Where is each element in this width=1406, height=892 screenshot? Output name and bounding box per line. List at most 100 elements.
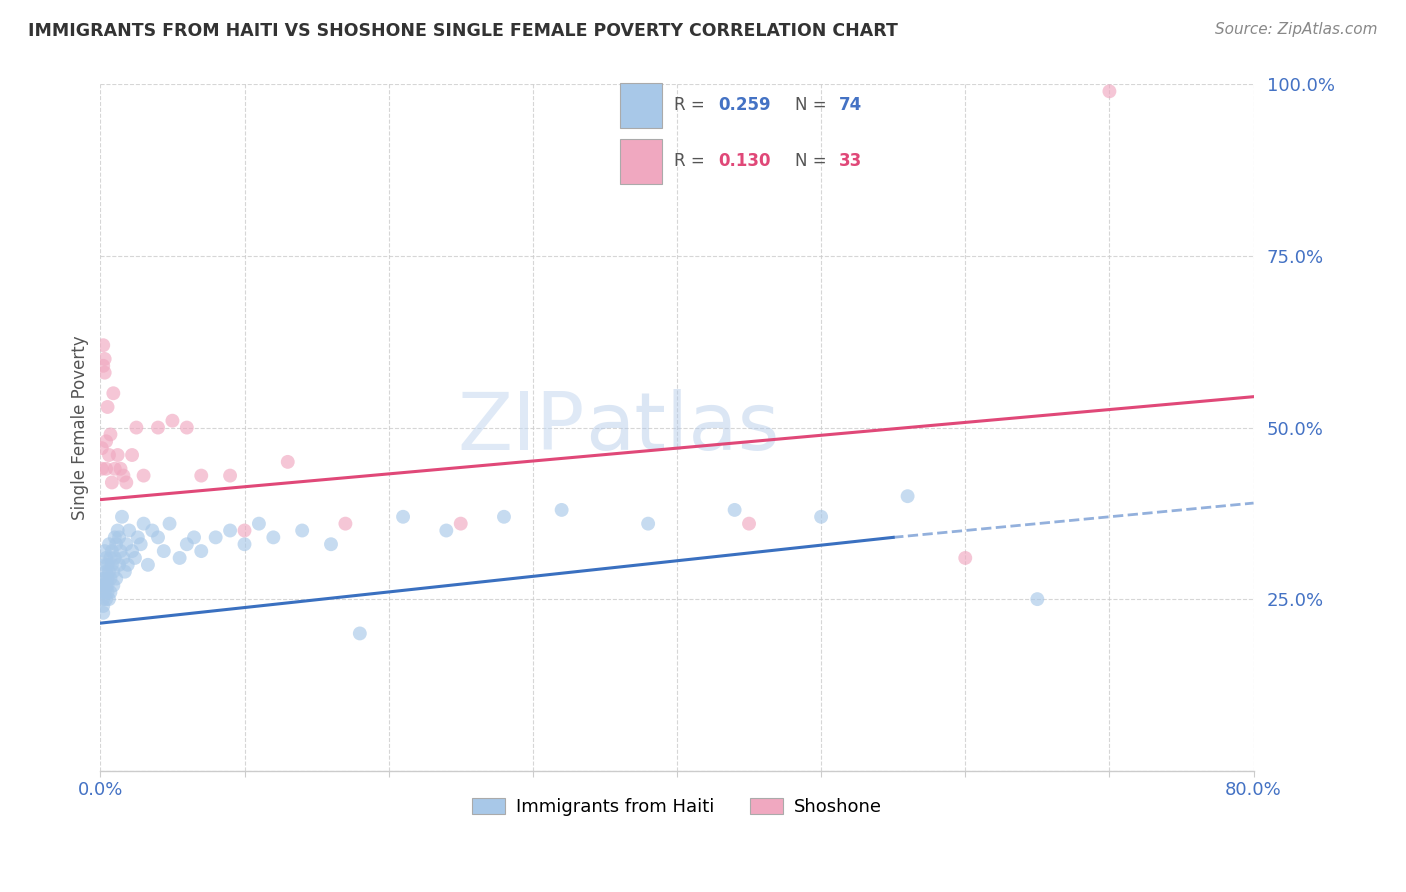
Point [1026, 592, 1049, 607]
Point [104, 530, 127, 544]
Point [103, 386, 125, 401]
Point [152, 544, 174, 558]
Point [162, 414, 184, 428]
Point [176, 420, 198, 434]
Point [93, 558, 115, 572]
Point [233, 537, 256, 551]
Point [91, 338, 114, 352]
Point [93, 585, 115, 599]
Point [90, 441, 112, 455]
Point [111, 509, 134, 524]
Point [91, 592, 114, 607]
Point [90, 572, 112, 586]
Text: 33: 33 [839, 153, 862, 170]
Text: IMMIGRANTS FROM HAITI VS SHOSHONE SINGLE FEMALE POVERTY CORRELATION CHART: IMMIGRANTS FROM HAITI VS SHOSHONE SINGLE… [28, 22, 898, 40]
Point [121, 448, 143, 462]
Point [110, 544, 132, 558]
Point [96, 558, 118, 572]
Point [450, 516, 472, 531]
Point [100, 427, 122, 442]
Point [291, 524, 314, 538]
Point [492, 509, 515, 524]
Point [93, 366, 115, 380]
Point [335, 516, 357, 531]
Point [219, 468, 242, 483]
Point [262, 530, 284, 544]
Point [204, 530, 226, 544]
Text: R =: R = [673, 96, 704, 114]
Point [100, 572, 122, 586]
Point [146, 420, 169, 434]
Point [118, 524, 141, 538]
Point [550, 503, 572, 517]
Point [146, 530, 169, 544]
Point [90, 461, 112, 475]
Point [112, 468, 135, 483]
Point [101, 558, 124, 572]
Point [96, 578, 118, 592]
Point [349, 626, 371, 640]
Text: Source: ZipAtlas.com: Source: ZipAtlas.com [1215, 22, 1378, 37]
Point [110, 461, 132, 475]
Point [319, 537, 342, 551]
Text: atlas: atlas [585, 389, 779, 467]
Point [108, 530, 131, 544]
Point [738, 516, 761, 531]
Point [91, 359, 114, 373]
Point [98, 448, 121, 462]
Point [91, 599, 114, 613]
Point [93, 351, 115, 366]
Point [176, 537, 198, 551]
Point [233, 524, 256, 538]
Point [94, 551, 117, 566]
Point [103, 565, 125, 579]
Point [190, 468, 212, 483]
Legend: Immigrants from Haiti, Shoshone: Immigrants from Haiti, Shoshone [465, 790, 889, 823]
Point [121, 544, 143, 558]
Point [183, 530, 205, 544]
Point [100, 585, 122, 599]
Point [897, 489, 920, 503]
Point [96, 572, 118, 586]
Point [112, 551, 135, 566]
Point [94, 434, 117, 449]
Point [132, 468, 155, 483]
Text: N =: N = [794, 153, 827, 170]
Point [247, 516, 270, 531]
Point [94, 565, 117, 579]
Point [219, 524, 242, 538]
Point [810, 509, 832, 524]
Point [169, 551, 191, 566]
Point [107, 448, 129, 462]
Point [277, 455, 299, 469]
Text: R =: R = [673, 153, 704, 170]
Point [90, 578, 112, 592]
Point [94, 578, 117, 592]
Point [98, 537, 121, 551]
Point [91, 606, 114, 620]
Point [114, 565, 136, 579]
Point [107, 524, 129, 538]
Point [955, 551, 977, 566]
Point [124, 551, 146, 566]
Point [98, 565, 121, 579]
Point [141, 524, 163, 538]
Point [127, 530, 149, 544]
Point [125, 420, 148, 434]
FancyBboxPatch shape [620, 139, 662, 184]
Point [96, 400, 118, 414]
Point [101, 475, 124, 490]
Point [90, 585, 112, 599]
Text: 0.259: 0.259 [718, 96, 770, 114]
Text: 0.130: 0.130 [718, 153, 770, 170]
Point [434, 524, 457, 538]
Point [104, 551, 127, 566]
Point [105, 537, 128, 551]
Point [94, 592, 117, 607]
Text: N =: N = [794, 96, 827, 114]
Point [103, 578, 125, 592]
Point [117, 558, 139, 572]
Point [190, 544, 212, 558]
Point [115, 475, 138, 490]
Point [159, 516, 181, 531]
